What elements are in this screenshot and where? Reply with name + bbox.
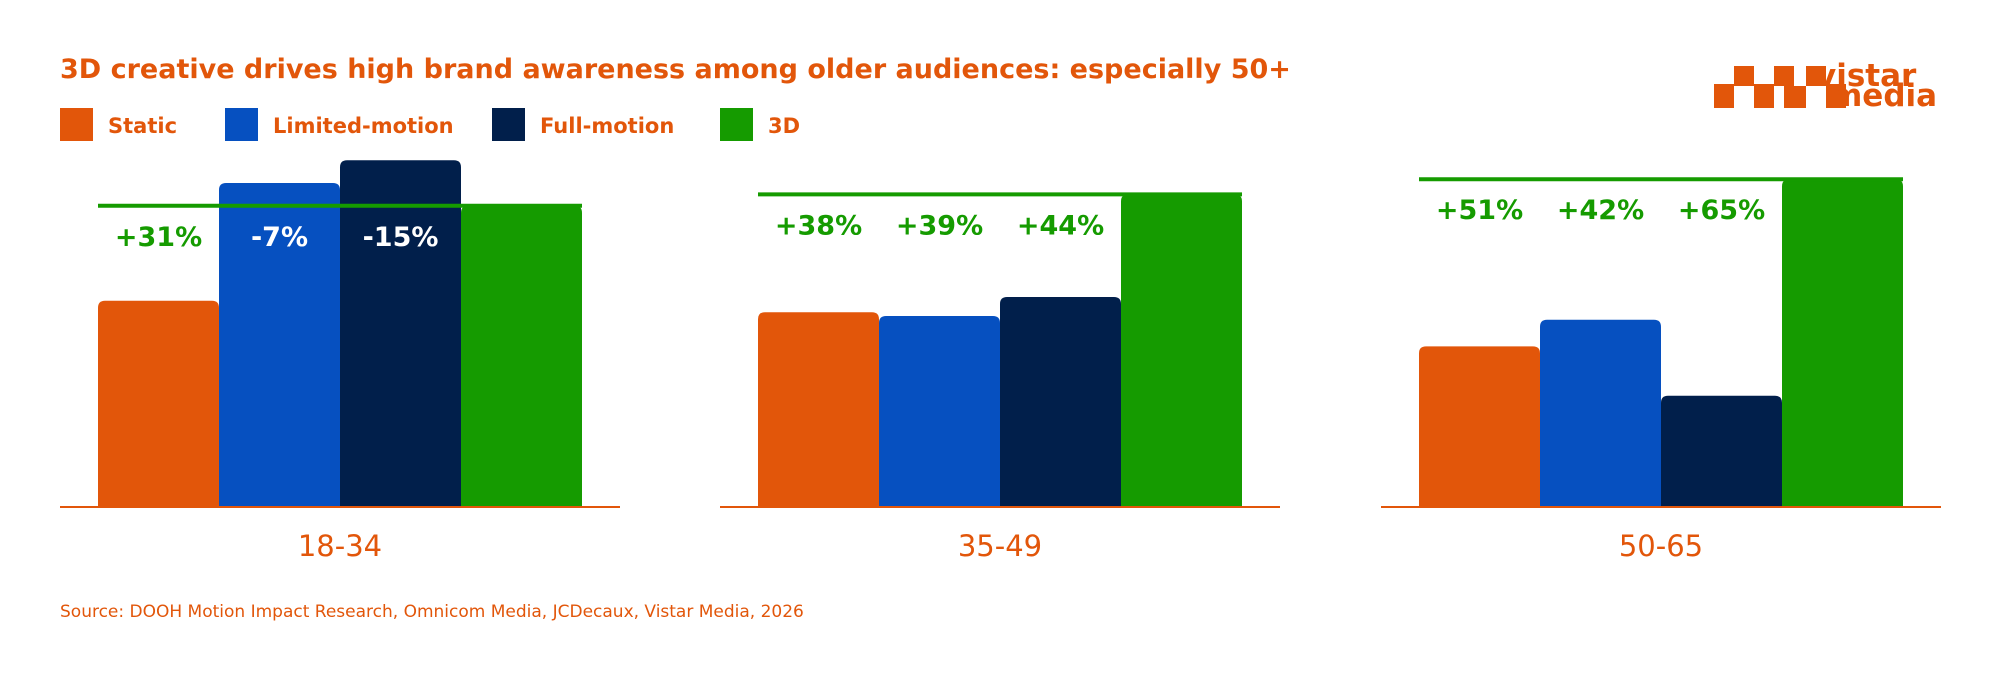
bar-3d-35-49 xyxy=(1121,194,1242,506)
diff-label-static-18-34: +31% xyxy=(115,222,202,253)
legend-label-static: Static xyxy=(108,114,177,138)
legend-swatch-3d xyxy=(720,108,753,141)
diff-label-static-50-65: +51% xyxy=(1436,195,1523,226)
source-note: Source: DOOH Motion Impact Research, Omn… xyxy=(60,602,804,622)
bar-full-motion-50-65 xyxy=(1661,395,1782,506)
logo-text-line2: media xyxy=(1830,78,1937,114)
bar-limited-motion-18-34 xyxy=(219,183,340,506)
legend-label-limited-motion: Limited-motion xyxy=(273,114,454,138)
diff-label-full-motion-50-65: +65% xyxy=(1678,195,1765,226)
bar-full-motion-35-49 xyxy=(1000,297,1121,506)
bar-static-18-34 xyxy=(98,300,219,506)
vistar-logo-mark xyxy=(1714,66,1846,108)
diff-label-full-motion-35-49: +44% xyxy=(1017,210,1104,241)
bar-full-motion-18-34 xyxy=(340,160,461,506)
diff-label-limited-motion-50-65: +42% xyxy=(1557,195,1644,226)
bar-limited-motion-50-65 xyxy=(1540,319,1661,506)
category-label-18-34: 18-34 xyxy=(298,529,382,563)
legend-swatch-static xyxy=(60,108,93,141)
category-label-50-65: 50-65 xyxy=(1619,529,1703,563)
legend-swatch-limited-motion xyxy=(225,108,258,141)
diff-label-limited-motion-18-34: -7% xyxy=(251,222,308,253)
legend-swatch-full-motion xyxy=(492,108,525,141)
diff-label-full-motion-18-34: -15% xyxy=(363,222,439,253)
diff-label-static-35-49: +38% xyxy=(775,210,862,241)
category-label-35-49: 35-49 xyxy=(958,529,1042,563)
diff-label-limited-motion-35-49: +39% xyxy=(896,210,983,241)
logo-text-line1: vistar xyxy=(1816,58,1917,94)
chart-title: 3D creative drives high brand awareness … xyxy=(60,54,1291,85)
bar-3d-50-65 xyxy=(1782,179,1903,506)
bar-static-35-49 xyxy=(758,312,879,506)
legend-label-full-motion: Full-motion xyxy=(540,114,674,138)
legend-label-3d: 3D xyxy=(768,114,800,138)
bar-static-50-65 xyxy=(1419,346,1540,506)
bar-3d-18-34 xyxy=(461,205,582,507)
bar-limited-motion-35-49 xyxy=(879,316,1000,506)
